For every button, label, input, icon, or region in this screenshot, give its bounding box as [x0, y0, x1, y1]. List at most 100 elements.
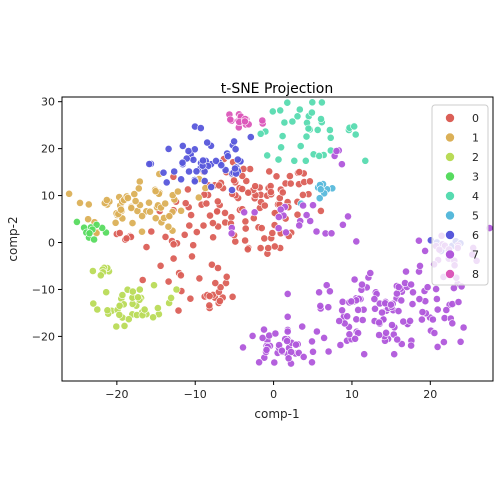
x-tick-label: 0 — [270, 388, 277, 401]
point-class-2 — [128, 287, 137, 296]
y-tick-label: 10 — [41, 190, 55, 203]
point-class-7 — [430, 329, 439, 337]
point-class-4 — [277, 143, 285, 152]
y-axis: −20 −10 0 10 20 30 — [32, 96, 62, 343]
point-class-1 — [130, 190, 139, 198]
legend-label-0: 0 — [472, 112, 479, 125]
point-class-7 — [332, 147, 341, 155]
point-class-7 — [320, 333, 328, 342]
point-class-0 — [115, 229, 124, 237]
point-class-7 — [382, 328, 390, 337]
point-class-0 — [206, 211, 214, 220]
point-class-0 — [195, 274, 204, 283]
point-class-0 — [268, 229, 277, 237]
point-class-4 — [295, 105, 304, 114]
point-class-7 — [456, 337, 465, 346]
point-class-7 — [423, 283, 432, 292]
point-class-7 — [312, 227, 321, 236]
point-class-7 — [284, 354, 293, 363]
point-class-7 — [302, 211, 311, 219]
point-class-6 — [231, 145, 240, 154]
point-class-0 — [264, 244, 273, 252]
point-class-7 — [343, 312, 352, 321]
point-class-7 — [402, 267, 410, 276]
point-class-0 — [183, 185, 192, 194]
point-class-2 — [149, 313, 157, 322]
point-class-0 — [270, 242, 279, 251]
point-class-4 — [293, 112, 302, 121]
point-class-0 — [213, 207, 221, 216]
point-class-7 — [428, 315, 437, 324]
point-class-2 — [89, 299, 98, 308]
point-class-2 — [135, 285, 144, 294]
point-class-0 — [231, 237, 240, 246]
point-class-4 — [350, 122, 359, 131]
point-class-7 — [282, 228, 290, 237]
point-class-7 — [439, 338, 448, 346]
point-class-7 — [351, 334, 359, 343]
point-class-4 — [308, 98, 317, 107]
point-class-4 — [325, 126, 334, 134]
point-class-7 — [354, 305, 362, 314]
point-class-2 — [115, 310, 124, 319]
point-class-7 — [270, 358, 279, 367]
point-class-7 — [308, 337, 316, 346]
point-class-7 — [315, 288, 323, 297]
legend-label-3: 3 — [472, 171, 479, 184]
point-class-6 — [203, 138, 212, 147]
point-class-1 — [146, 207, 154, 216]
point-class-2 — [93, 305, 102, 314]
point-class-4 — [256, 129, 265, 138]
point-class-3 — [73, 217, 81, 226]
point-class-2 — [124, 315, 133, 324]
point-class-8 — [240, 117, 249, 126]
point-class-6 — [185, 167, 193, 176]
point-class-6 — [178, 158, 187, 167]
point-class-0 — [186, 294, 195, 303]
point-class-7 — [415, 295, 424, 303]
point-class-6 — [246, 133, 255, 141]
point-class-7 — [375, 318, 383, 327]
point-class-0 — [188, 252, 196, 261]
point-class-4 — [313, 125, 322, 134]
chart-title: t-SNE Projection — [221, 81, 333, 97]
point-class-0 — [205, 292, 214, 300]
point-class-7 — [407, 280, 415, 289]
point-class-6 — [199, 156, 207, 165]
point-class-0 — [228, 292, 237, 301]
point-class-3 — [85, 229, 94, 238]
x-tick-label: −10 — [184, 388, 207, 401]
point-class-0 — [199, 221, 208, 230]
point-class-0 — [180, 230, 189, 239]
point-class-0 — [241, 236, 249, 245]
point-class-0 — [295, 168, 304, 176]
point-class-0 — [257, 224, 266, 232]
point-class-7 — [227, 229, 236, 238]
point-class-6 — [230, 137, 238, 146]
point-class-2 — [118, 291, 127, 299]
point-class-7 — [448, 319, 457, 328]
point-class-0 — [241, 217, 250, 226]
point-class-0 — [181, 199, 190, 208]
legend-label-1: 1 — [472, 132, 479, 145]
point-class-7 — [371, 304, 379, 313]
point-class-0 — [238, 185, 247, 193]
point-class-7 — [336, 341, 345, 349]
point-class-7 — [262, 345, 271, 354]
point-class-7 — [442, 306, 451, 314]
point-class-6 — [192, 167, 201, 176]
point-class-1 — [164, 222, 173, 231]
legend-marker-8 — [445, 269, 455, 279]
point-class-1 — [151, 187, 160, 196]
point-class-4 — [326, 133, 335, 142]
legend-label-2: 2 — [472, 151, 479, 164]
point-class-0 — [246, 165, 254, 173]
point-class-7 — [322, 281, 331, 290]
point-class-6 — [178, 141, 187, 150]
point-class-7 — [324, 347, 333, 356]
point-class-7 — [360, 350, 369, 359]
point-class-4 — [304, 124, 313, 133]
legend-marker-4 — [445, 191, 455, 201]
point-class-7 — [250, 208, 259, 217]
point-class-7 — [283, 289, 292, 298]
